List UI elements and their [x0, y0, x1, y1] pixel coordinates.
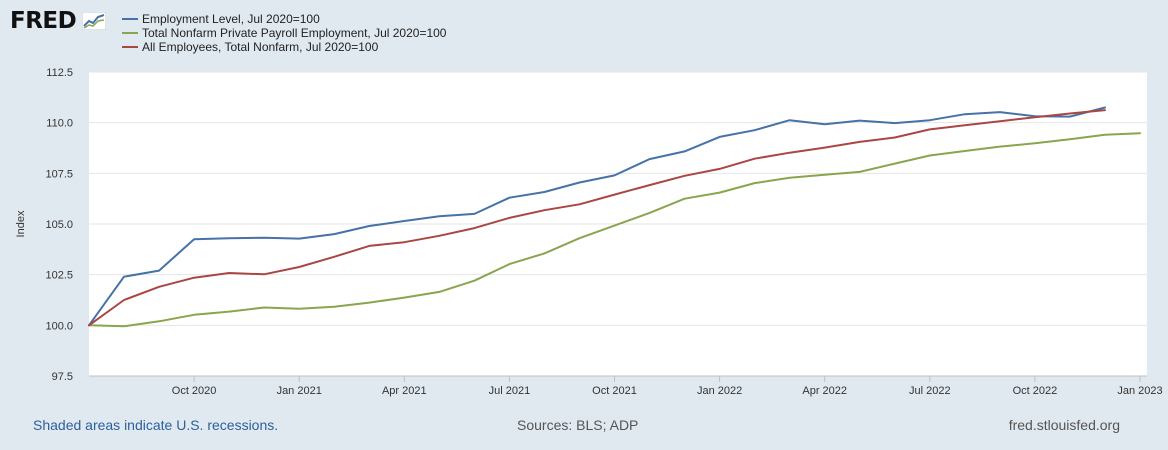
series-line-3	[88, 109, 1106, 327]
series-line-1	[88, 106, 1106, 327]
x-tick-label: Oct 2022	[1013, 385, 1058, 397]
y-tick-label: 110.0	[46, 118, 73, 130]
legend-swatch	[122, 46, 138, 48]
x-tick-label: Jul 2021	[489, 385, 531, 397]
y-tick-label: 112.5	[46, 67, 73, 79]
y-tick-label: 105.0	[45, 219, 73, 231]
x-tick-label: Oct 2020	[172, 385, 217, 397]
y-tick-label: 102.5	[45, 270, 73, 282]
legend-item-employment-level[interactable]: Employment Level, Jul 2020=100	[122, 12, 446, 26]
sources-note: Sources: BLS; ADP	[517, 417, 639, 433]
legend-label: All Employees, Total Nonfarm, Jul 2020=1…	[142, 40, 379, 54]
x-tick-label: Jan 2021	[277, 385, 322, 397]
y-tick-label: 107.5	[45, 168, 73, 180]
legend-item-private-payroll[interactable]: Total Nonfarm Private Payroll Employment…	[122, 26, 446, 40]
legend-swatch	[122, 18, 138, 20]
x-tick-label: Jul 2022	[909, 385, 951, 397]
y-tick-label: 100.0	[45, 320, 73, 332]
chart-legend: Employment Level, Jul 2020=100 Total Non…	[122, 12, 446, 54]
x-tick-label: Apr 2021	[382, 385, 427, 397]
fred-logo-text: FRED	[10, 8, 77, 34]
recession-note-link[interactable]: Shaded areas indicate U.S. recessions.	[33, 417, 279, 433]
series-line-2	[88, 132, 1141, 328]
legend-label: Total Nonfarm Private Payroll Employment…	[142, 26, 447, 40]
fred-url-link[interactable]: fred.stlouisfed.org	[1008, 417, 1120, 433]
legend-item-total-nonfarm[interactable]: All Employees, Total Nonfarm, Jul 2020=1…	[122, 40, 446, 54]
x-tick-label: Apr 2022	[802, 385, 847, 397]
legend-swatch	[122, 32, 138, 34]
y-axis-label: Index	[15, 210, 27, 237]
y-tick-label: 97.5	[52, 371, 73, 383]
x-tick-label: Jan 2022	[697, 385, 742, 397]
x-tick-label: Oct 2021	[592, 385, 637, 397]
legend-label: Employment Level, Jul 2020=100	[142, 12, 320, 26]
x-tick-label: Jan 2023	[1117, 385, 1162, 397]
